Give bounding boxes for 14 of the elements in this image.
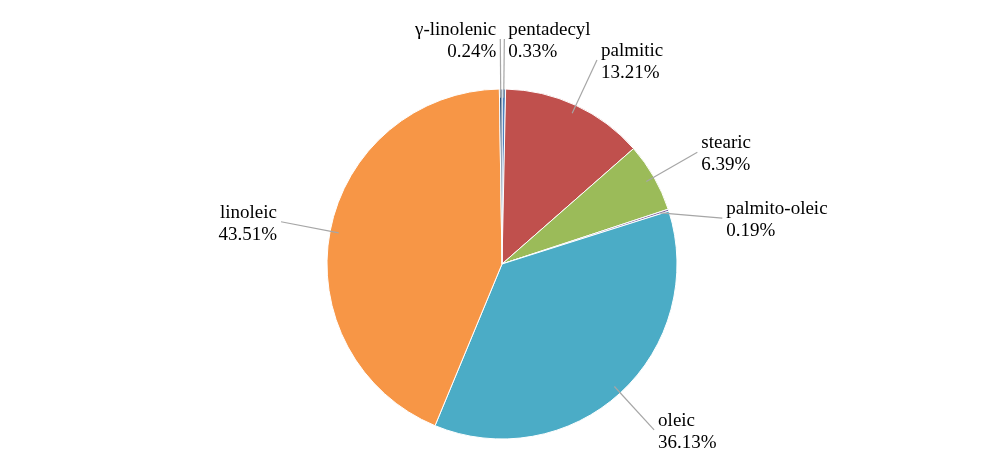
data-label: 43.51% — [218, 222, 278, 244]
data-label: 0.19% — [726, 219, 776, 241]
data-label: 6.39% — [701, 153, 751, 175]
slice-label: stearic — [701, 131, 751, 153]
data-label: 0.33% — [508, 40, 558, 62]
slice-label: γ-linolenic — [414, 18, 497, 40]
slice-label: pentadecyl — [508, 18, 591, 40]
slice-label: palmitic — [600, 39, 664, 61]
data-label: 0.24% — [447, 40, 497, 62]
slice-label: oleic — [658, 408, 696, 430]
data-label: 36.13% — [658, 430, 717, 450]
data-label: 13.21% — [600, 61, 660, 83]
slice-label: palmito-oleic — [726, 197, 828, 219]
slice-label: linoleic — [220, 200, 277, 222]
